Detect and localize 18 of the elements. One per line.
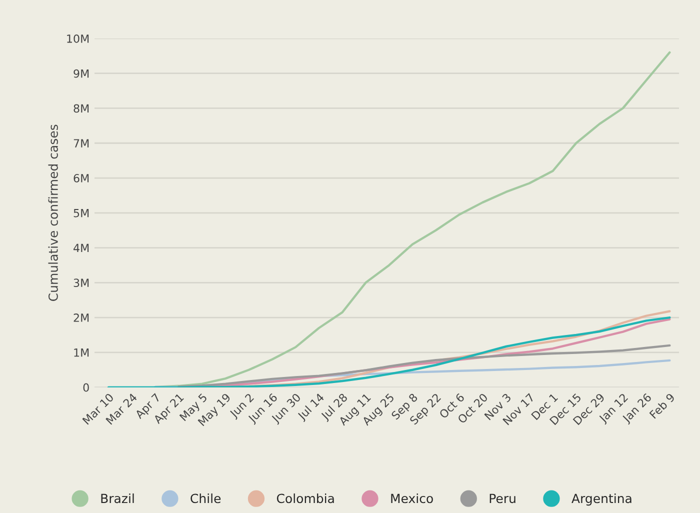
legend-label: Peru <box>490 494 516 504</box>
y-tick-label: 10M <box>67 34 89 43</box>
legend-label: Colombia <box>276 493 334 504</box>
y-axis-title: Cumulative confirmed cases <box>48 124 58 301</box>
y-tick-label: 1M <box>74 348 89 357</box>
y-tick-label: 7M <box>74 139 89 148</box>
y-tick-label: 9M <box>74 69 89 78</box>
y-tick-label: 6M <box>74 174 89 182</box>
y-tick-label: 4M <box>74 244 89 252</box>
y-tick-label: 8M <box>74 104 89 113</box>
legend-label: Chile <box>190 493 221 504</box>
y-tick-label: 5M <box>74 209 89 218</box>
legend-label: Mexico <box>391 493 433 504</box>
legend-label: Brazil <box>101 493 134 504</box>
y-tick-label: 0 <box>83 383 89 392</box>
y-tick-label: 2M <box>74 314 89 322</box>
legend-label: Argentina <box>572 493 632 506</box>
y-tick-label: 3M <box>74 278 89 288</box>
